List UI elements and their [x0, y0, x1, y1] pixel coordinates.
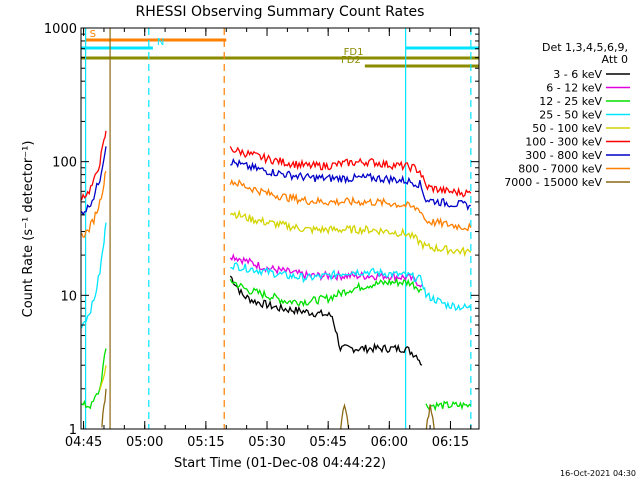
legend-header-line-1: Det 1,3,4,5,6,9, — [542, 41, 628, 54]
series-line-8 — [340, 402, 350, 429]
y-tick-label: 1 — [69, 423, 77, 438]
legend-label: 12 - 25 keV — [539, 95, 602, 108]
series-line-6 — [81, 146, 107, 216]
series-line-5 — [229, 146, 472, 198]
y-axis-label: Count Rate (s⁻¹ detector⁻¹) — [21, 141, 36, 318]
series-line-6 — [230, 157, 471, 211]
flag-label-fd1: FD1 — [344, 47, 364, 58]
x-tick-label: 05:45 — [309, 435, 346, 450]
legend-label: 50 - 100 keV — [532, 122, 602, 135]
series-line-4 — [99, 365, 107, 391]
y-tick-label: 100 — [52, 156, 77, 171]
legend-label: 6 - 12 keV — [546, 82, 602, 95]
series-line-7 — [229, 178, 472, 232]
series-line-0 — [229, 275, 423, 366]
legend-label: 800 - 7000 keV — [518, 163, 602, 176]
x-axis-label: Start Time (01-Dec-08 04:44:22) — [174, 456, 386, 471]
legend-label: 300 - 800 keV — [525, 149, 602, 162]
x-tick-label: 05:30 — [248, 435, 285, 450]
series-lines — [81, 130, 472, 429]
axes: 04:45 05:00 05:15 05:30 05:45 06:00 06:15 1 10 10… — [44, 22, 480, 450]
series-line-8 — [101, 388, 107, 428]
legend-label: 100 - 300 keV — [525, 136, 602, 149]
legend-label: 7000 - 15000 keV — [504, 176, 602, 189]
y-tick-label: 10 — [60, 289, 77, 304]
series-line-5 — [81, 130, 107, 201]
x-tick-label: 06:00 — [371, 435, 408, 450]
series-line-3 — [230, 262, 472, 312]
plot-frame — [80, 27, 480, 430]
flag-label-s: S — [90, 29, 96, 40]
series-line-2 — [425, 400, 472, 412]
x-tick-label: 05:00 — [126, 435, 163, 450]
chart-title: RHESSI Observing Summary Count Rates — [136, 4, 425, 20]
flag-label-fd2: FD2 — [341, 55, 361, 66]
series-line-3 — [81, 222, 107, 329]
legend-header-line-2: Att 0 — [602, 53, 628, 66]
y-tick-label: 1000 — [44, 22, 77, 37]
timestamp: 16-Oct-2021 04:30 — [560, 469, 636, 478]
flag-label-n: N — [157, 37, 164, 48]
series-line-8 — [425, 404, 435, 429]
series-line-7 — [81, 170, 107, 238]
x-tick-label: 06:15 — [432, 435, 469, 450]
series-line-2 — [81, 348, 107, 410]
x-tick-label: 05:15 — [187, 435, 224, 450]
series-line-2 — [229, 277, 423, 308]
x-tick-label: 04:45 — [65, 435, 102, 450]
event-lines — [85, 28, 472, 429]
legend-label: 3 - 6 keV — [553, 68, 602, 81]
series-line-4 — [229, 209, 472, 258]
legend-label: 25 - 50 keV — [539, 109, 602, 122]
